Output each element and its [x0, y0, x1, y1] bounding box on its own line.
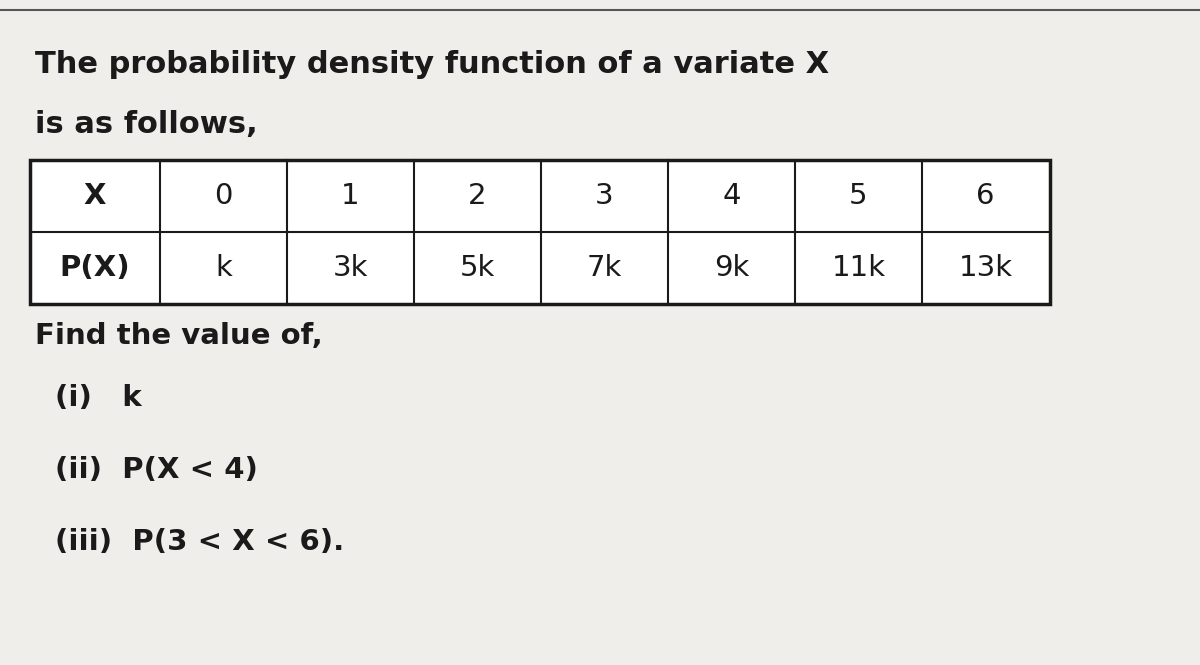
Text: k: k	[215, 254, 232, 282]
Text: X: X	[84, 182, 107, 210]
Text: 3: 3	[595, 182, 614, 210]
Text: 9k: 9k	[714, 254, 749, 282]
Text: 2: 2	[468, 182, 487, 210]
Text: 5k: 5k	[460, 254, 496, 282]
Text: 1: 1	[341, 182, 360, 210]
Text: 13k: 13k	[959, 254, 1013, 282]
Text: is as follows,: is as follows,	[35, 110, 258, 139]
Text: 5: 5	[850, 182, 868, 210]
Text: 7k: 7k	[587, 254, 622, 282]
Text: 6: 6	[977, 182, 995, 210]
Text: 0: 0	[215, 182, 233, 210]
Text: P(X): P(X)	[60, 254, 131, 282]
Text: (i)   k: (i) k	[55, 384, 142, 412]
Bar	[30, 160, 1050, 304]
Text: 11k: 11k	[832, 254, 886, 282]
Text: The probability density function of a variate X: The probability density function of a va…	[35, 50, 829, 79]
Text: 4: 4	[722, 182, 740, 210]
Text: (ii)  P(X < 4): (ii) P(X < 4)	[55, 456, 258, 484]
Text: (iii)  P(3 < X < 6).: (iii) P(3 < X < 6).	[55, 528, 344, 556]
Text: 3k: 3k	[332, 254, 368, 282]
Text: Find the value of,: Find the value of,	[35, 322, 323, 350]
